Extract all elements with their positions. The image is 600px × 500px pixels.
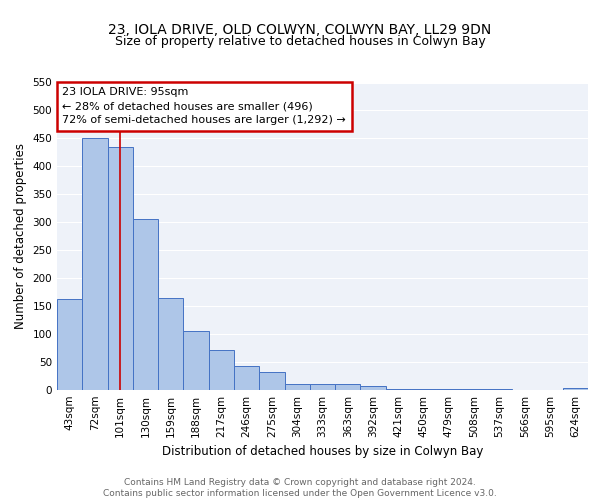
Text: 23, IOLA DRIVE, OLD COLWYN, COLWYN BAY, LL29 9DN: 23, IOLA DRIVE, OLD COLWYN, COLWYN BAY, … <box>109 22 491 36</box>
X-axis label: Distribution of detached houses by size in Colwyn Bay: Distribution of detached houses by size … <box>162 446 483 458</box>
Bar <box>57 299 82 390</box>
Bar <box>361 386 386 390</box>
Bar <box>158 298 184 390</box>
Bar <box>563 388 588 390</box>
Bar <box>335 384 361 390</box>
Text: Size of property relative to detached houses in Colwyn Bay: Size of property relative to detached ho… <box>115 35 485 48</box>
Text: 23 IOLA DRIVE: 95sqm
← 28% of detached houses are smaller (496)
72% of semi-deta: 23 IOLA DRIVE: 95sqm ← 28% of detached h… <box>62 87 346 125</box>
Text: Contains HM Land Registry data © Crown copyright and database right 2024.
Contai: Contains HM Land Registry data © Crown c… <box>103 478 497 498</box>
Bar <box>209 350 234 390</box>
Bar <box>82 138 107 390</box>
Y-axis label: Number of detached properties: Number of detached properties <box>14 143 27 329</box>
Bar <box>133 220 158 390</box>
Bar <box>259 372 284 390</box>
Bar <box>234 366 259 390</box>
Bar <box>107 147 133 390</box>
Bar <box>184 332 209 390</box>
Bar <box>411 389 436 390</box>
Bar <box>310 384 335 390</box>
Bar <box>386 389 411 390</box>
Bar <box>284 384 310 390</box>
